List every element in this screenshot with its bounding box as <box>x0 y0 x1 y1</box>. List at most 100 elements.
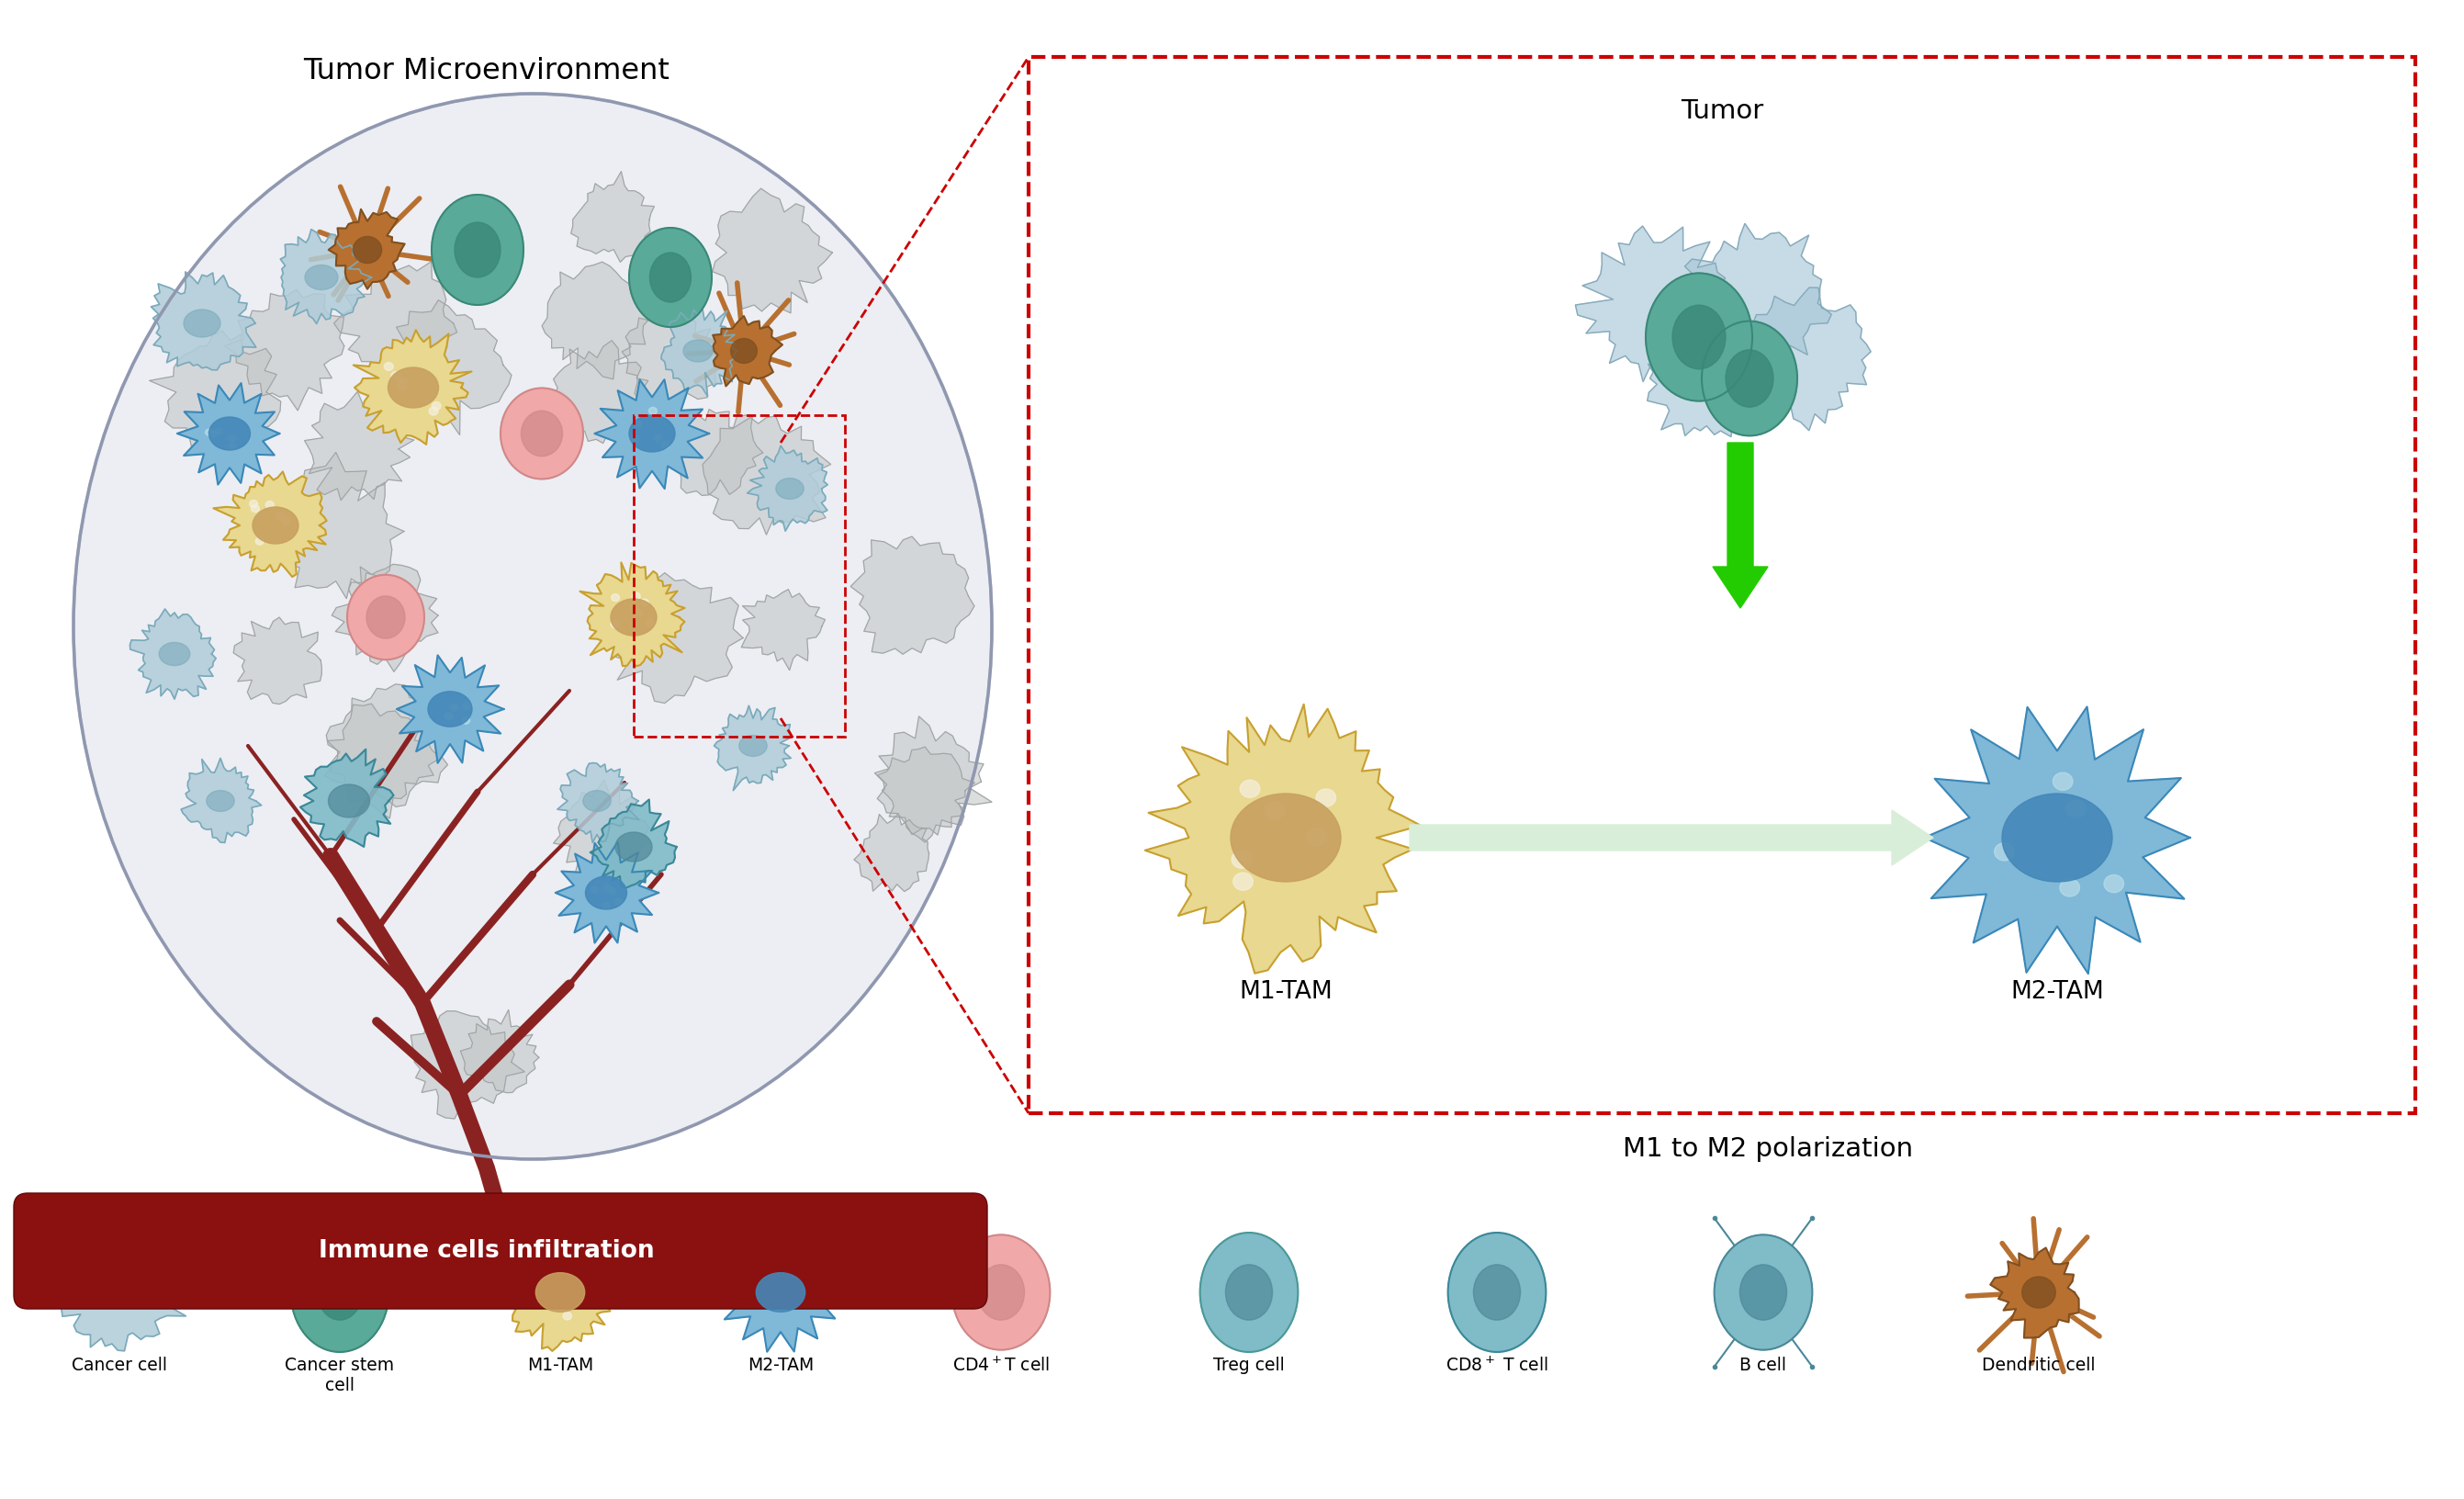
Polygon shape <box>234 618 323 705</box>
Ellipse shape <box>631 435 638 442</box>
Ellipse shape <box>251 507 298 544</box>
Ellipse shape <box>776 1283 786 1291</box>
Ellipse shape <box>611 600 655 636</box>
Ellipse shape <box>776 1304 784 1312</box>
Ellipse shape <box>451 705 458 711</box>
Ellipse shape <box>739 736 766 757</box>
Ellipse shape <box>1715 1235 1814 1351</box>
Ellipse shape <box>2060 878 2080 896</box>
Ellipse shape <box>557 1301 567 1310</box>
Ellipse shape <box>611 621 618 628</box>
Polygon shape <box>712 189 833 313</box>
Polygon shape <box>621 304 719 415</box>
Ellipse shape <box>160 643 190 666</box>
Text: Cancer stem
cell: Cancer stem cell <box>286 1357 394 1394</box>
Polygon shape <box>594 379 710 489</box>
Polygon shape <box>591 799 678 887</box>
Polygon shape <box>579 562 685 666</box>
Text: M2-TAM: M2-TAM <box>2011 980 2104 1004</box>
Ellipse shape <box>2104 875 2124 892</box>
Text: Tumor: Tumor <box>1680 99 1764 124</box>
Ellipse shape <box>318 1265 362 1321</box>
Polygon shape <box>742 589 825 670</box>
Polygon shape <box>505 1238 611 1351</box>
Ellipse shape <box>207 790 234 811</box>
Text: CD4$^+$T cell: CD4$^+$T cell <box>951 1357 1050 1375</box>
Ellipse shape <box>347 574 424 660</box>
Ellipse shape <box>572 1292 582 1301</box>
Polygon shape <box>224 289 345 411</box>
Text: M1-TAM: M1-TAM <box>1239 980 1333 1004</box>
Polygon shape <box>877 747 976 842</box>
FancyArrow shape <box>1409 809 1934 865</box>
Polygon shape <box>554 842 658 943</box>
Ellipse shape <box>397 382 407 390</box>
Ellipse shape <box>604 884 611 890</box>
Ellipse shape <box>352 237 382 264</box>
Polygon shape <box>328 210 404 289</box>
Ellipse shape <box>276 513 283 520</box>
Polygon shape <box>278 453 404 598</box>
Polygon shape <box>660 309 737 396</box>
Polygon shape <box>397 655 503 763</box>
Ellipse shape <box>1232 872 1254 890</box>
Polygon shape <box>673 409 764 496</box>
Ellipse shape <box>648 408 658 415</box>
Polygon shape <box>54 1220 185 1351</box>
Ellipse shape <box>532 1289 542 1297</box>
Ellipse shape <box>446 714 453 720</box>
Ellipse shape <box>431 195 522 304</box>
Polygon shape <box>177 384 278 484</box>
Ellipse shape <box>387 367 439 408</box>
Text: Cancer cell: Cancer cell <box>71 1357 168 1375</box>
Ellipse shape <box>306 265 338 289</box>
Polygon shape <box>1991 1247 2080 1337</box>
Polygon shape <box>554 779 648 880</box>
Ellipse shape <box>650 253 690 303</box>
Ellipse shape <box>429 408 439 415</box>
Ellipse shape <box>185 309 219 337</box>
Ellipse shape <box>431 402 441 411</box>
Polygon shape <box>306 391 414 501</box>
Ellipse shape <box>1646 273 1752 402</box>
Polygon shape <box>855 814 929 892</box>
Ellipse shape <box>951 1235 1050 1351</box>
Polygon shape <box>1574 226 1740 382</box>
Polygon shape <box>150 331 281 451</box>
Ellipse shape <box>653 435 663 442</box>
Polygon shape <box>325 684 448 806</box>
Ellipse shape <box>1725 349 1774 408</box>
Polygon shape <box>150 271 256 370</box>
Text: CD8$^+$ T cell: CD8$^+$ T cell <box>1446 1357 1547 1375</box>
Ellipse shape <box>209 417 251 450</box>
Ellipse shape <box>99 1276 140 1309</box>
Polygon shape <box>542 262 650 379</box>
Polygon shape <box>1924 706 2190 974</box>
Ellipse shape <box>616 832 653 862</box>
Polygon shape <box>352 330 471 444</box>
Ellipse shape <box>660 441 670 448</box>
Ellipse shape <box>591 886 599 893</box>
Polygon shape <box>335 262 456 387</box>
Ellipse shape <box>1200 1232 1299 1352</box>
Text: Immune cells infiltration: Immune cells infiltration <box>318 1240 655 1264</box>
Polygon shape <box>1685 223 1831 358</box>
Ellipse shape <box>646 619 655 627</box>
Ellipse shape <box>1264 802 1284 818</box>
Ellipse shape <box>1703 321 1796 436</box>
Ellipse shape <box>461 717 471 724</box>
Ellipse shape <box>249 501 259 508</box>
Ellipse shape <box>367 597 404 639</box>
Ellipse shape <box>609 887 616 895</box>
Polygon shape <box>180 758 261 842</box>
Ellipse shape <box>562 1312 572 1321</box>
Polygon shape <box>572 171 655 262</box>
Polygon shape <box>715 706 791 790</box>
Ellipse shape <box>392 372 399 379</box>
Text: M1-TAM: M1-TAM <box>527 1357 594 1375</box>
Ellipse shape <box>205 429 212 436</box>
Text: Dendritic cell: Dendritic cell <box>1981 1357 2094 1375</box>
Ellipse shape <box>776 478 803 499</box>
Ellipse shape <box>266 501 274 508</box>
Ellipse shape <box>2065 800 2087 817</box>
